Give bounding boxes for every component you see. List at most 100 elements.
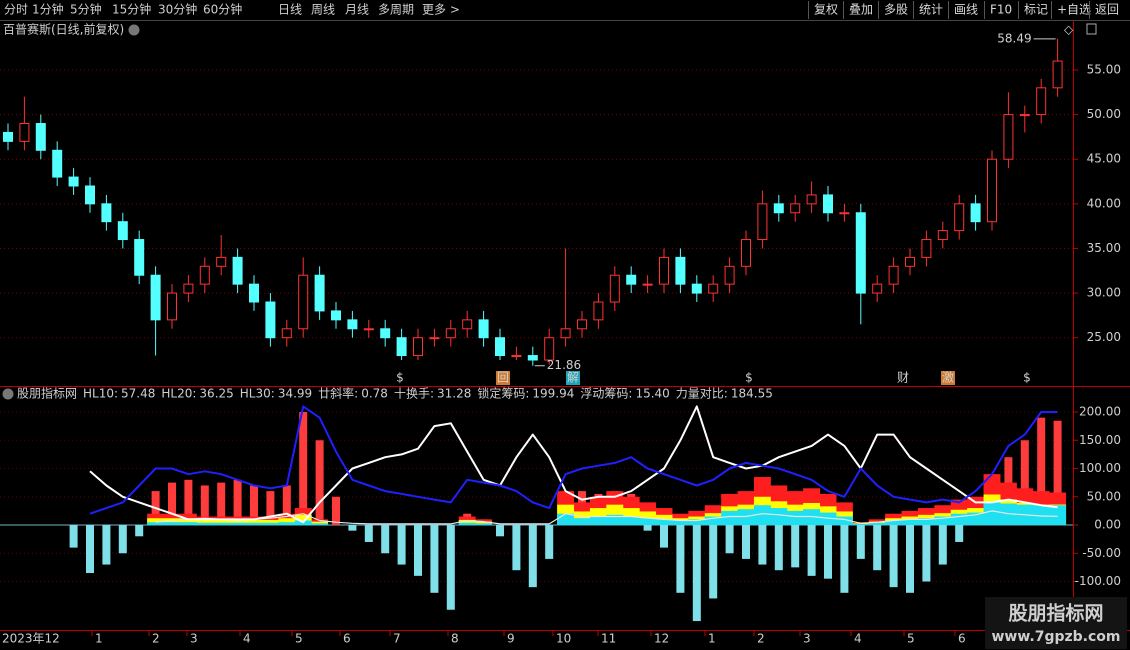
bar [1037, 417, 1046, 526]
x-tick-label: 9 [507, 632, 515, 646]
bar [840, 525, 849, 593]
period-tab[interactable]: 分时 [4, 3, 28, 17]
candle-body [872, 283, 883, 294]
area-column [1049, 505, 1067, 526]
period-tab[interactable]: 多周期 [378, 3, 414, 17]
legend-value: 34.99 [278, 387, 312, 401]
bar [217, 482, 226, 526]
bar [791, 525, 800, 568]
bar [856, 525, 865, 559]
candle-body [642, 283, 653, 286]
area-column [229, 522, 247, 526]
bar [906, 525, 914, 593]
toolbar-button[interactable]: 叠加 [849, 3, 873, 17]
area-column [917, 518, 935, 526]
candle-body [445, 328, 456, 339]
period-tab[interactable]: 更多 > [422, 3, 460, 17]
indicator-dropdown[interactable] [2, 388, 14, 400]
area-column [245, 519, 263, 526]
area-column [163, 522, 181, 526]
toolbar-button[interactable]: 复权 [814, 3, 838, 17]
area-column [655, 519, 673, 526]
legend-value: 15.40 [635, 387, 669, 401]
indicator-title: 股朋指标网 [17, 386, 77, 401]
y-tick-label: 35.00 [1087, 241, 1121, 255]
x-tick-label: 2 [152, 632, 160, 646]
y-tick-label: 40.00 [1087, 196, 1121, 210]
y-tick-label: 150.00 [1079, 433, 1121, 447]
area-column [885, 520, 903, 526]
candle-body [281, 328, 292, 339]
x-tick-label: 3 [803, 632, 811, 646]
toolbar-button[interactable]: 标记 [1024, 3, 1048, 17]
period-tab[interactable]: 30分钟 [158, 2, 197, 17]
toolbar-button[interactable]: 多股 [884, 3, 908, 17]
toolbar-button[interactable]: +自选 [1057, 3, 1091, 17]
bar [315, 440, 324, 526]
toolbar-button[interactable]: 返回 [1095, 3, 1119, 17]
bar [102, 525, 111, 565]
period-tab[interactable]: 15分钟 [112, 2, 151, 17]
x-tick-label: 2 [757, 632, 765, 646]
bar [446, 525, 455, 610]
signal-marker: $ [1023, 371, 1031, 385]
period-tab[interactable]: 周线 [311, 3, 335, 17]
bar [397, 525, 406, 565]
area-column [212, 522, 230, 526]
toolbar-button[interactable]: 画线 [954, 3, 978, 17]
x-tick-label: 5 [295, 632, 303, 646]
candle-body [626, 274, 637, 285]
title-dropdown[interactable] [128, 24, 140, 36]
bar [873, 525, 882, 571]
candle-body [823, 194, 833, 214]
bar [922, 525, 931, 582]
bar [676, 525, 685, 593]
period-tab[interactable]: 1分钟 [32, 2, 64, 17]
candle-body [757, 203, 768, 241]
bar [430, 525, 439, 593]
area-column [475, 523, 493, 526]
period-tab[interactable]: 日线 [278, 3, 302, 17]
icon[interactable]: ◇ [1064, 23, 1074, 37]
area-column [196, 519, 214, 526]
candle-body [921, 239, 932, 258]
watermark-name: 股朋指标网 [1008, 603, 1103, 625]
bar [200, 485, 209, 526]
candle-body [68, 176, 79, 187]
bar [69, 525, 78, 548]
icon[interactable] [1086, 23, 1097, 35]
area-column [163, 518, 181, 526]
x-tick-label: 2023年12 [2, 632, 60, 646]
candle-body [216, 256, 227, 267]
candle-body [1052, 60, 1063, 89]
candle-body [708, 283, 719, 294]
candle-body [839, 212, 850, 215]
bar [135, 525, 144, 537]
y-tick-label: 55.00 [1087, 62, 1121, 76]
legend-name: 锁定筹码: [477, 386, 529, 401]
candle-body [1003, 114, 1014, 160]
marker-box [496, 371, 510, 385]
period-tab[interactable]: 60分钟 [203, 2, 242, 17]
candle-body [85, 185, 95, 205]
bar [233, 479, 242, 526]
candle-body [183, 283, 194, 294]
area-column [278, 522, 296, 526]
bar [168, 482, 176, 526]
area-column [983, 502, 1001, 526]
area-column [622, 516, 640, 526]
candle-body [462, 319, 473, 330]
y-tick-label: 0.00 [1094, 518, 1121, 532]
bar [381, 525, 390, 554]
period-tab[interactable]: 月线 [345, 3, 369, 17]
area-column [753, 505, 771, 526]
legend-value: 184.55 [731, 387, 773, 401]
candle-body [380, 328, 391, 339]
candle-body [577, 319, 587, 330]
candle-body [52, 149, 63, 178]
period-tab[interactable]: 5分钟 [70, 2, 102, 17]
toolbar-button[interactable]: 统计 [919, 3, 943, 17]
toolbar-button[interactable]: F10 [990, 3, 1012, 17]
y-tick-label: -100.00 [1075, 574, 1121, 588]
candle-body [593, 301, 604, 321]
